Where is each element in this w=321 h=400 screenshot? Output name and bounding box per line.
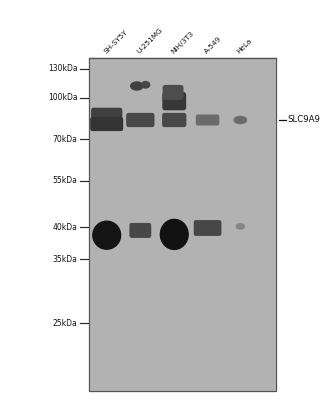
Text: U-251MG: U-251MG — [136, 27, 164, 55]
Ellipse shape — [234, 116, 247, 124]
Ellipse shape — [236, 224, 244, 229]
FancyBboxPatch shape — [196, 115, 219, 125]
Text: HeLa: HeLa — [236, 38, 253, 55]
Text: NIH/3T3: NIH/3T3 — [170, 30, 195, 55]
FancyBboxPatch shape — [163, 93, 186, 110]
Text: A-549: A-549 — [203, 36, 223, 55]
Bar — [89, 58, 276, 391]
FancyBboxPatch shape — [163, 114, 186, 126]
Text: SLC9A9: SLC9A9 — [287, 116, 320, 124]
Text: 70kDa: 70kDa — [53, 135, 77, 144]
FancyBboxPatch shape — [127, 114, 154, 126]
Ellipse shape — [131, 82, 143, 90]
Ellipse shape — [93, 221, 121, 249]
Text: 35kDa: 35kDa — [53, 255, 77, 264]
FancyBboxPatch shape — [91, 118, 123, 130]
Ellipse shape — [142, 82, 150, 88]
Text: 55kDa: 55kDa — [53, 176, 77, 185]
FancyBboxPatch shape — [163, 86, 183, 99]
FancyBboxPatch shape — [195, 221, 221, 235]
Text: 25kDa: 25kDa — [53, 319, 77, 328]
FancyBboxPatch shape — [92, 108, 122, 119]
Text: 100kDa: 100kDa — [48, 94, 77, 102]
Text: 130kDa: 130kDa — [48, 64, 77, 73]
Ellipse shape — [160, 219, 188, 250]
Text: 40kDa: 40kDa — [53, 223, 77, 232]
Text: SH-SY5Y: SH-SY5Y — [102, 29, 128, 55]
Bar — [89, 58, 276, 391]
FancyBboxPatch shape — [130, 224, 151, 237]
